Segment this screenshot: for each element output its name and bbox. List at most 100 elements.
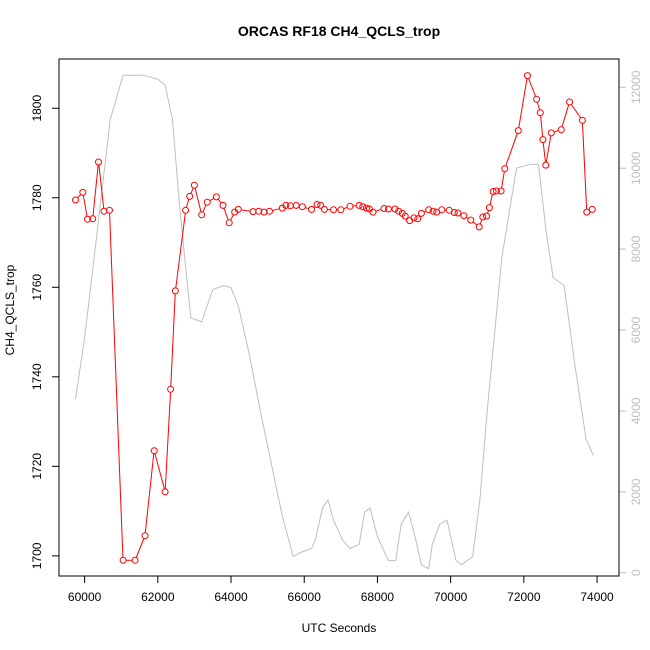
x-tick-label: 68000 bbox=[361, 590, 395, 604]
primary-series-segment bbox=[223, 208, 229, 221]
primary-series-point bbox=[298, 203, 306, 211]
plot-frame bbox=[58, 58, 620, 577]
x-tick-label: 64000 bbox=[214, 590, 248, 604]
x-tick-label: 66000 bbox=[288, 590, 322, 604]
primary-series-segment bbox=[186, 199, 190, 208]
primary-series-segment bbox=[230, 214, 234, 221]
primary-series-segment bbox=[77, 194, 82, 199]
primary-series-segment bbox=[175, 213, 186, 288]
primary-series-point bbox=[401, 212, 409, 220]
primary-series-point bbox=[588, 205, 596, 213]
primary-series-point bbox=[292, 201, 300, 209]
primary-series-point bbox=[557, 126, 565, 134]
primary-series-point bbox=[198, 211, 206, 219]
primary-series-segment bbox=[553, 130, 559, 133]
primary-series-point bbox=[355, 201, 363, 209]
primary-series-segment bbox=[305, 207, 309, 210]
primary-series-point bbox=[547, 129, 555, 137]
primary-series-point bbox=[454, 209, 462, 217]
primary-series-point bbox=[391, 205, 399, 213]
y-right-tick-label: 0 bbox=[629, 569, 643, 576]
secondary-series-line bbox=[75, 74, 594, 570]
x-tick-label: 60000 bbox=[68, 590, 102, 604]
primary-series-point bbox=[186, 192, 194, 200]
primary-series-point bbox=[308, 205, 315, 213]
primary-series-point bbox=[536, 109, 544, 117]
primary-series-point bbox=[150, 447, 158, 455]
primary-series-point bbox=[417, 209, 425, 217]
primary-series-point bbox=[212, 193, 220, 201]
primary-series-point bbox=[380, 205, 388, 212]
y-tick-label: 1800 bbox=[30, 95, 44, 122]
primary-series-segment bbox=[202, 204, 207, 213]
primary-series-point bbox=[410, 214, 418, 222]
primary-series-point bbox=[249, 208, 257, 216]
primary-series-point bbox=[131, 556, 139, 564]
primary-series-point bbox=[406, 217, 414, 225]
primary-series-point bbox=[429, 207, 437, 215]
primary-series-point bbox=[255, 207, 263, 215]
primary-series-point bbox=[79, 188, 87, 196]
primary-series-point bbox=[479, 213, 487, 221]
primary-series-point bbox=[330, 206, 337, 214]
x-tick-label: 74000 bbox=[580, 590, 614, 604]
primary-series-point bbox=[578, 116, 586, 124]
primary-series-point bbox=[566, 98, 574, 106]
y-right-tick-label: 2000 bbox=[629, 478, 643, 505]
primary-series-point bbox=[171, 287, 179, 295]
primary-series-point bbox=[320, 205, 328, 213]
primary-series-point bbox=[414, 215, 422, 223]
primary-series-segment bbox=[518, 78, 528, 128]
primary-series-point bbox=[483, 212, 490, 220]
primary-series-segment bbox=[209, 197, 215, 202]
primary-series-segment bbox=[135, 538, 145, 558]
primary-series-segment bbox=[144, 453, 155, 533]
primary-series-segment bbox=[501, 171, 505, 189]
primary-series-point bbox=[141, 532, 149, 540]
primary-series-point bbox=[501, 165, 509, 173]
primary-series-point bbox=[438, 206, 446, 214]
primary-series-point bbox=[485, 204, 493, 212]
primary-series-segment bbox=[194, 187, 202, 213]
primary-series-point bbox=[359, 203, 367, 211]
primary-series-point bbox=[533, 95, 541, 103]
primary-series-segment bbox=[570, 104, 582, 119]
primary-series-point bbox=[266, 207, 273, 215]
primary-series-segment bbox=[489, 194, 493, 205]
primary-series-point bbox=[190, 181, 198, 189]
primary-series-point bbox=[72, 196, 79, 204]
y-right-tick-label: 10000 bbox=[629, 151, 643, 185]
primary-series-point bbox=[95, 158, 102, 166]
primary-series-segment bbox=[505, 133, 518, 166]
primary-series-point bbox=[524, 72, 531, 80]
primary-series-segment bbox=[536, 102, 540, 110]
y-tick-label: 1720 bbox=[30, 453, 44, 480]
y-right-tick-label: 6000 bbox=[629, 316, 643, 343]
primary-series-point bbox=[219, 201, 227, 209]
primary-series-segment bbox=[561, 104, 570, 128]
x-tick-label: 70000 bbox=[434, 590, 468, 604]
y-tick-label: 1780 bbox=[30, 184, 44, 211]
y-right-tick-label: 12000 bbox=[629, 70, 643, 104]
primary-series-segment bbox=[154, 453, 165, 490]
primary-series-point bbox=[317, 201, 325, 209]
primary-series-point bbox=[514, 127, 522, 135]
x-tick-label: 72000 bbox=[507, 590, 541, 604]
primary-series-segment bbox=[170, 293, 176, 387]
primary-series-segment bbox=[472, 221, 478, 226]
primary-series-point bbox=[542, 161, 550, 169]
y-tick-label: 1760 bbox=[30, 274, 44, 301]
y-axis-label: CH4_QCLS_trop bbox=[3, 264, 17, 355]
y-tick-label: 1740 bbox=[30, 363, 44, 390]
primary-series-point bbox=[84, 215, 91, 223]
primary-series-segment bbox=[542, 142, 546, 163]
primary-series-point bbox=[363, 204, 370, 212]
primary-series-segment bbox=[98, 164, 105, 209]
y-tick-label: 1700 bbox=[30, 542, 44, 569]
primary-series-point bbox=[460, 212, 468, 220]
primary-series-point bbox=[234, 205, 242, 213]
primary-series-segment bbox=[479, 219, 483, 225]
chart-title: ORCAS RF18 CH4_QCLS_trop bbox=[238, 23, 440, 39]
primary-series-point bbox=[450, 209, 458, 216]
